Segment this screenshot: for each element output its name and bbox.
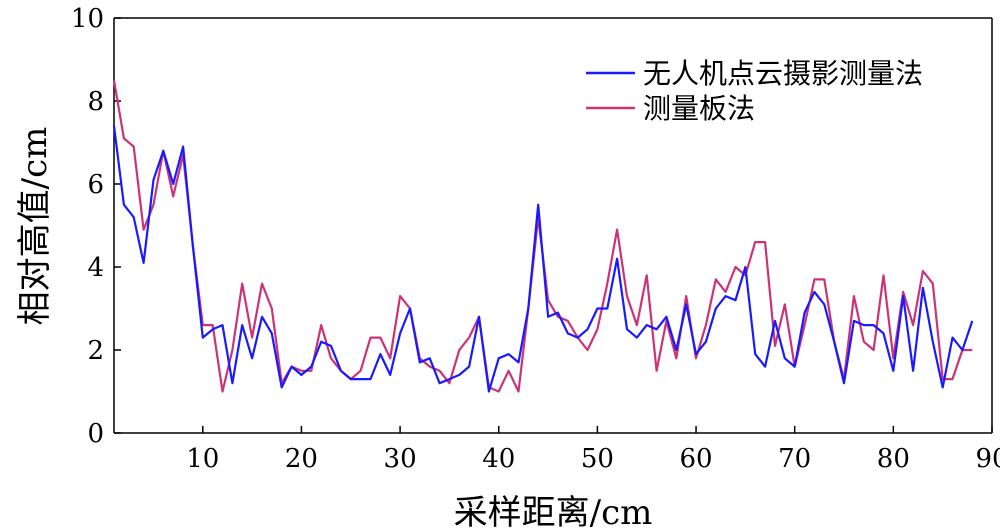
series-line-board — [112, 80, 973, 393]
x-tick-label: 90 — [975, 444, 1000, 474]
legend-label-uav: 无人机点云摄影测量法 — [643, 57, 923, 90]
series-layer — [112, 80, 974, 393]
x-tick-label: 30 — [384, 444, 417, 474]
x-tick-label: 70 — [778, 444, 811, 474]
x-tick-label: 80 — [877, 444, 910, 474]
y-axis-title: 相对高值/cm — [15, 127, 55, 326]
x-tick-label: 60 — [679, 444, 712, 474]
x-tick-label: 10 — [186, 444, 219, 474]
x-tick-label: 50 — [581, 444, 614, 474]
series-line-uav — [112, 125, 974, 393]
x-ticks: 10 20 30 40 50 60 70 80 90 — [186, 426, 1000, 474]
y-tick-label: 6 — [87, 170, 104, 200]
x-tick-label: 40 — [482, 444, 515, 474]
x-axis-title: 采样距离/cm — [454, 493, 653, 530]
x-tick-label: 20 — [285, 444, 318, 474]
y-tick-label: 10 — [71, 4, 104, 34]
legend-label-board: 测量板法 — [643, 92, 755, 125]
y-tick-label: 4 — [87, 253, 104, 283]
legend: 无人机点云摄影测量法 测量板法 — [586, 57, 923, 125]
y-tick-label: 8 — [87, 87, 104, 117]
plot-area — [113, 17, 993, 434]
y-ticks: 0 2 4 6 8 10 — [71, 4, 121, 449]
y-tick-label: 2 — [87, 336, 104, 366]
y-tick-label: 0 — [87, 419, 104, 449]
